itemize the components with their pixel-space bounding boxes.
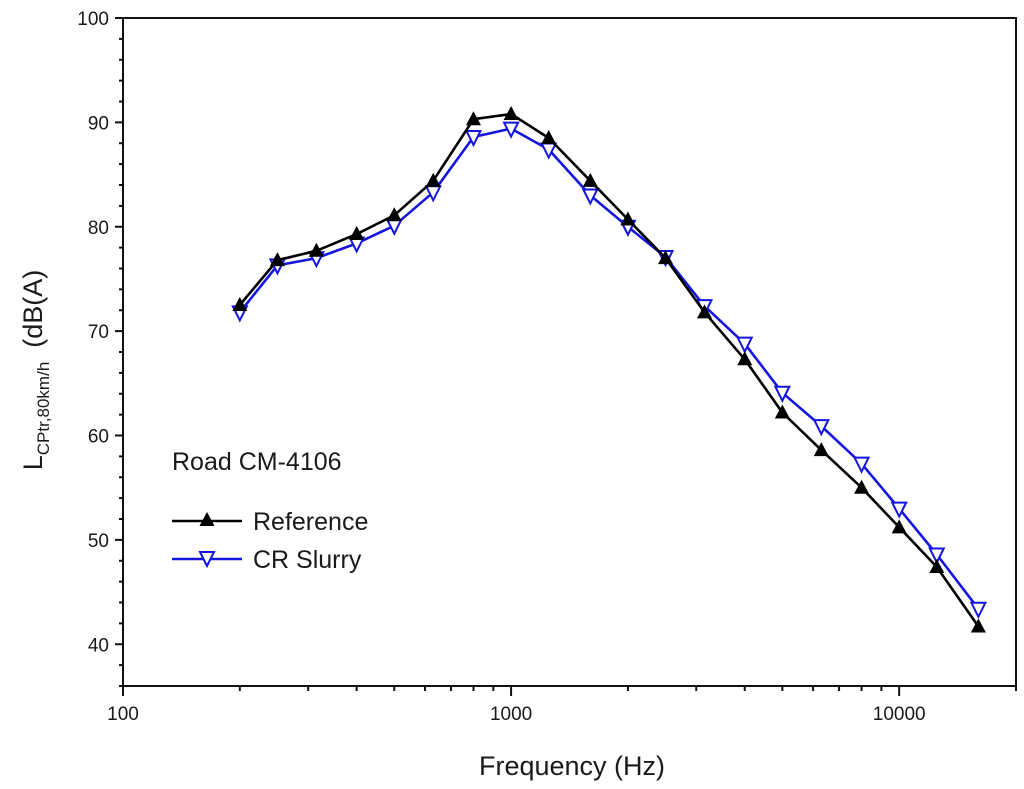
x-tick-label: 1000: [490, 704, 532, 725]
data-point-reference: [465, 111, 481, 126]
data-point-cr-slurry: [773, 385, 791, 403]
data-point-reference: [541, 130, 557, 145]
data-point-cr-slurry: [969, 601, 988, 619]
legend-label-cr-slurry: CR Slurry: [253, 546, 362, 574]
series-line-reference: [238, 112, 980, 628]
y-axis-title: LCPtr,80km/h (dB(A): [18, 270, 53, 471]
data-point-cr-slurry: [812, 419, 830, 437]
y-axis-title-unit: (dB(A): [18, 270, 48, 348]
data-point-reference: [425, 172, 441, 187]
series-reference: [232, 106, 986, 633]
data-point-cr-slurry: [736, 336, 754, 354]
plot-content: [231, 106, 988, 633]
data-point-reference: [696, 304, 712, 319]
x-tick-label: 100: [107, 704, 139, 725]
y-tick-label: 100: [77, 9, 109, 30]
data-point-reference: [620, 211, 636, 226]
data-point-reference: [308, 242, 324, 257]
data-point-reference: [349, 226, 365, 241]
data-point-cr-slurry: [581, 188, 599, 206]
data-point-reference: [813, 442, 829, 457]
y-axis-title-subscript: CPtr,80km/h: [34, 362, 53, 456]
data-point-cr-slurry: [502, 121, 520, 139]
x-tick-label: 10000: [873, 704, 926, 725]
legend-marker-reference: [199, 512, 215, 526]
data-point-reference: [658, 250, 674, 265]
annotation-road: Road CM-4106: [172, 448, 342, 476]
y-tick-label: 80: [88, 218, 109, 239]
data-point-reference: [737, 351, 753, 366]
legend-marker-cr-slurry: [198, 551, 216, 569]
legend-item-reference: Reference: [172, 508, 368, 536]
legend-label-reference: Reference: [253, 508, 368, 536]
data-point-cr-slurry: [852, 456, 871, 474]
data-point-reference: [269, 252, 285, 267]
data-point-reference: [929, 559, 945, 574]
x-axis-title: Frequency (Hz): [479, 751, 665, 781]
y-tick-label: 50: [88, 531, 109, 552]
svg-text:LCPtr,80km/h(dB(A): LCPtr,80km/h (dB(A): [18, 270, 53, 471]
data-point-reference: [891, 519, 907, 534]
data-point-reference: [774, 404, 790, 419]
axes: 100 1000 10000 40 50 60 70 80 90 100: [77, 9, 1017, 725]
data-point-reference: [232, 297, 248, 312]
data-point-cr-slurry: [890, 501, 908, 519]
legend-item-cr-slurry: CR Slurry: [172, 546, 362, 574]
y-tick-label: 70: [88, 322, 109, 343]
data-point-reference: [970, 618, 986, 633]
y-tick-label: 40: [88, 635, 109, 656]
y-axis-title-main: L: [18, 455, 48, 470]
data-point-reference: [386, 207, 402, 222]
y-tick-label: 60: [88, 427, 109, 448]
y-tick-label: 90: [88, 113, 109, 134]
data-point-cr-slurry: [464, 129, 483, 148]
data-point-reference: [503, 106, 519, 121]
legend: Reference CR Slurry: [172, 508, 368, 574]
data-point-cr-slurry: [928, 547, 946, 565]
data-point-reference: [582, 172, 598, 187]
data-point-reference: [854, 479, 870, 494]
